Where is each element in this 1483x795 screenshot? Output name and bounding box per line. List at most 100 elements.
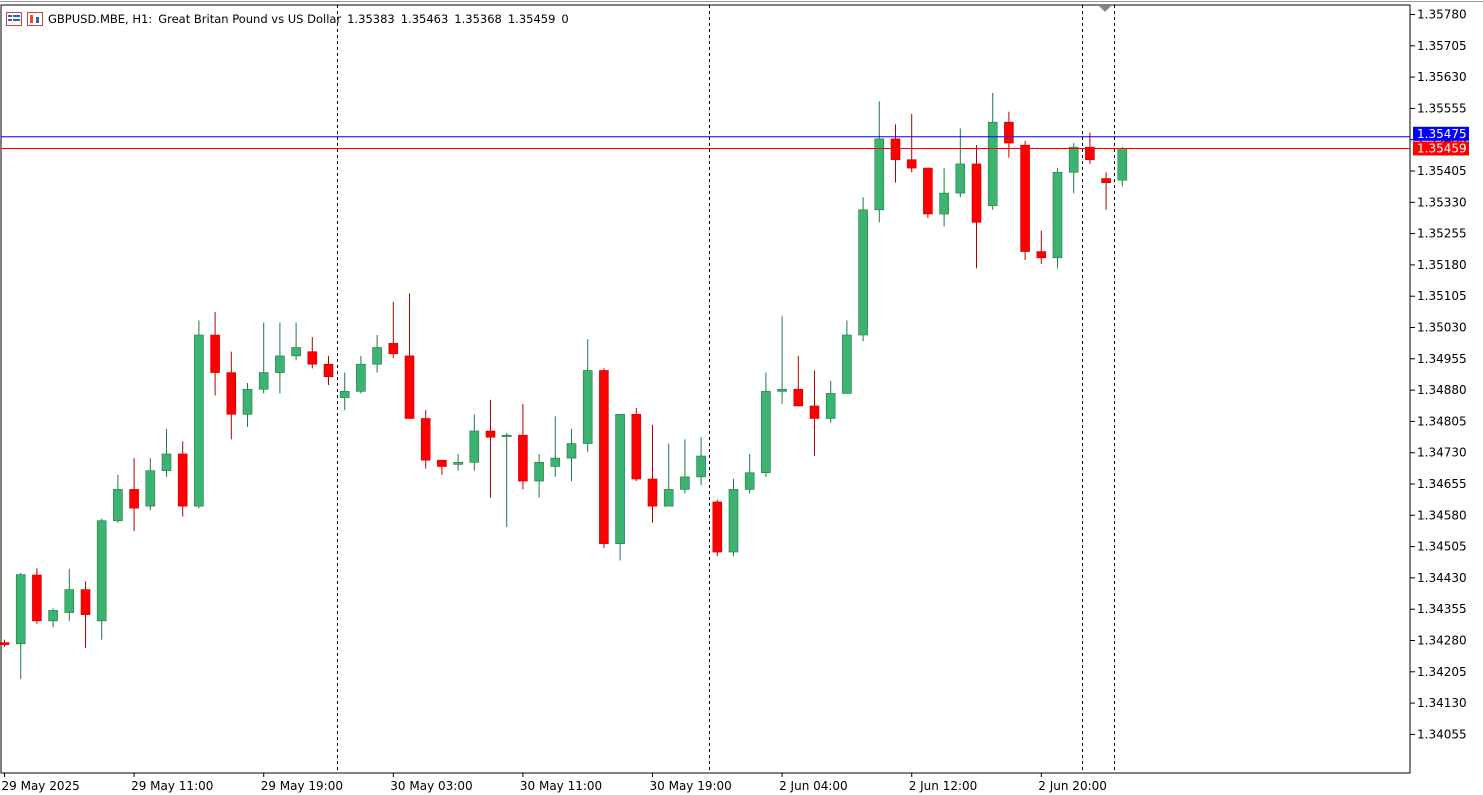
candle[interactable] — [275, 322, 285, 394]
candle[interactable] — [663, 443, 674, 507]
y-tick-label: 1.34805 — [1417, 414, 1467, 428]
candle-body — [874, 138, 885, 211]
candle[interactable] — [923, 167, 933, 219]
candle[interactable] — [339, 372, 350, 411]
candle[interactable] — [777, 316, 787, 404]
y-tick-label: 1.34580 — [1417, 508, 1467, 522]
candle[interactable] — [550, 416, 561, 477]
candle[interactable] — [631, 408, 642, 482]
candle[interactable] — [437, 459, 447, 475]
candle[interactable] — [566, 428, 577, 482]
candle-body — [534, 461, 544, 482]
bar-chart-icon[interactable] — [27, 12, 43, 26]
candle[interactable] — [404, 293, 415, 419]
x-tick-label: 2 Jun 12:00 — [909, 779, 978, 793]
candle[interactable] — [842, 320, 852, 394]
candle[interactable] — [453, 453, 463, 471]
candle[interactable] — [858, 197, 868, 342]
candle-body — [712, 501, 723, 553]
candle-body — [1101, 178, 1111, 183]
candle-body — [501, 434, 512, 437]
candle[interactable] — [356, 355, 366, 394]
candle[interactable] — [615, 414, 625, 561]
candle[interactable] — [388, 301, 399, 358]
candle[interactable] — [696, 437, 706, 486]
y-tick-label: 1.34355 — [1417, 602, 1467, 616]
candle-body — [177, 453, 188, 507]
candle[interactable] — [242, 383, 253, 427]
y-tick-label: 1.35180 — [1417, 258, 1467, 272]
candle-body — [437, 459, 447, 467]
candle[interactable] — [15, 572, 26, 679]
candle[interactable] — [534, 453, 544, 498]
candle[interactable] — [113, 474, 123, 523]
candle[interactable] — [1004, 111, 1014, 158]
candle[interactable] — [485, 399, 496, 498]
candle[interactable] — [1117, 146, 1128, 187]
candle[interactable] — [64, 568, 75, 621]
candle[interactable] — [194, 320, 204, 509]
candle-body — [696, 455, 706, 478]
candle[interactable] — [1068, 143, 1079, 194]
candle[interactable] — [518, 403, 528, 490]
candle[interactable] — [469, 414, 480, 471]
chart-shift-marker-icon[interactable] — [1099, 6, 1111, 12]
candle[interactable] — [599, 368, 609, 548]
y-tick-label: 1.35705 — [1417, 39, 1467, 53]
candle-body — [210, 334, 220, 373]
candle[interactable] — [1052, 168, 1063, 269]
candle[interactable] — [372, 335, 382, 373]
candle[interactable] — [728, 478, 739, 557]
candle[interactable] — [955, 128, 966, 198]
y-tick-label: 1.35105 — [1417, 289, 1467, 303]
candle[interactable] — [291, 322, 301, 361]
candle[interactable] — [793, 355, 804, 407]
candle-body — [923, 167, 933, 215]
candle[interactable] — [582, 339, 593, 452]
candle[interactable] — [939, 168, 949, 227]
candle[interactable] — [32, 568, 42, 624]
candle[interactable] — [647, 424, 658, 523]
candle[interactable] — [96, 518, 107, 640]
candle[interactable] — [874, 101, 885, 223]
candle[interactable] — [0, 639, 10, 647]
candle[interactable] — [48, 608, 58, 628]
open-price: 1.35383 — [347, 12, 395, 26]
y-tick-label: 1.34655 — [1417, 477, 1467, 491]
candle[interactable] — [210, 312, 220, 396]
candle[interactable] — [1020, 140, 1030, 260]
candle[interactable] — [258, 322, 269, 394]
candle-body — [96, 520, 107, 622]
candle[interactable] — [906, 113, 917, 173]
candle[interactable] — [761, 372, 771, 477]
candle[interactable] — [226, 351, 237, 440]
candle[interactable] — [161, 428, 172, 477]
candle[interactable] — [501, 433, 512, 527]
y-tick-label: 1.35405 — [1417, 164, 1467, 178]
candle[interactable] — [1101, 172, 1111, 210]
candle[interactable] — [890, 124, 901, 183]
candle[interactable] — [80, 581, 91, 649]
candle[interactable] — [712, 499, 723, 557]
candle[interactable] — [177, 441, 188, 517]
y-tick-label: 1.35255 — [1417, 227, 1467, 241]
candle[interactable] — [744, 453, 755, 494]
candle[interactable] — [971, 145, 982, 269]
candle[interactable] — [145, 458, 156, 511]
candle[interactable] — [680, 439, 690, 494]
chart-list-icon[interactable] — [6, 12, 22, 26]
y-tick-label: 1.34730 — [1417, 446, 1467, 460]
candle[interactable] — [825, 380, 836, 423]
candle[interactable] — [420, 410, 431, 469]
candle[interactable] — [1036, 230, 1047, 265]
candle[interactable] — [323, 355, 334, 386]
candle[interactable] — [129, 458, 139, 532]
last-price-tag: 1.35459 — [1413, 141, 1469, 156]
candle[interactable] — [307, 337, 318, 369]
candle[interactable] — [809, 370, 820, 457]
x-tick-label: 2 Jun 20:00 — [1038, 779, 1107, 793]
candle-body — [1068, 146, 1079, 173]
candle[interactable] — [987, 92, 998, 210]
high-price: 1.35463 — [400, 12, 449, 26]
